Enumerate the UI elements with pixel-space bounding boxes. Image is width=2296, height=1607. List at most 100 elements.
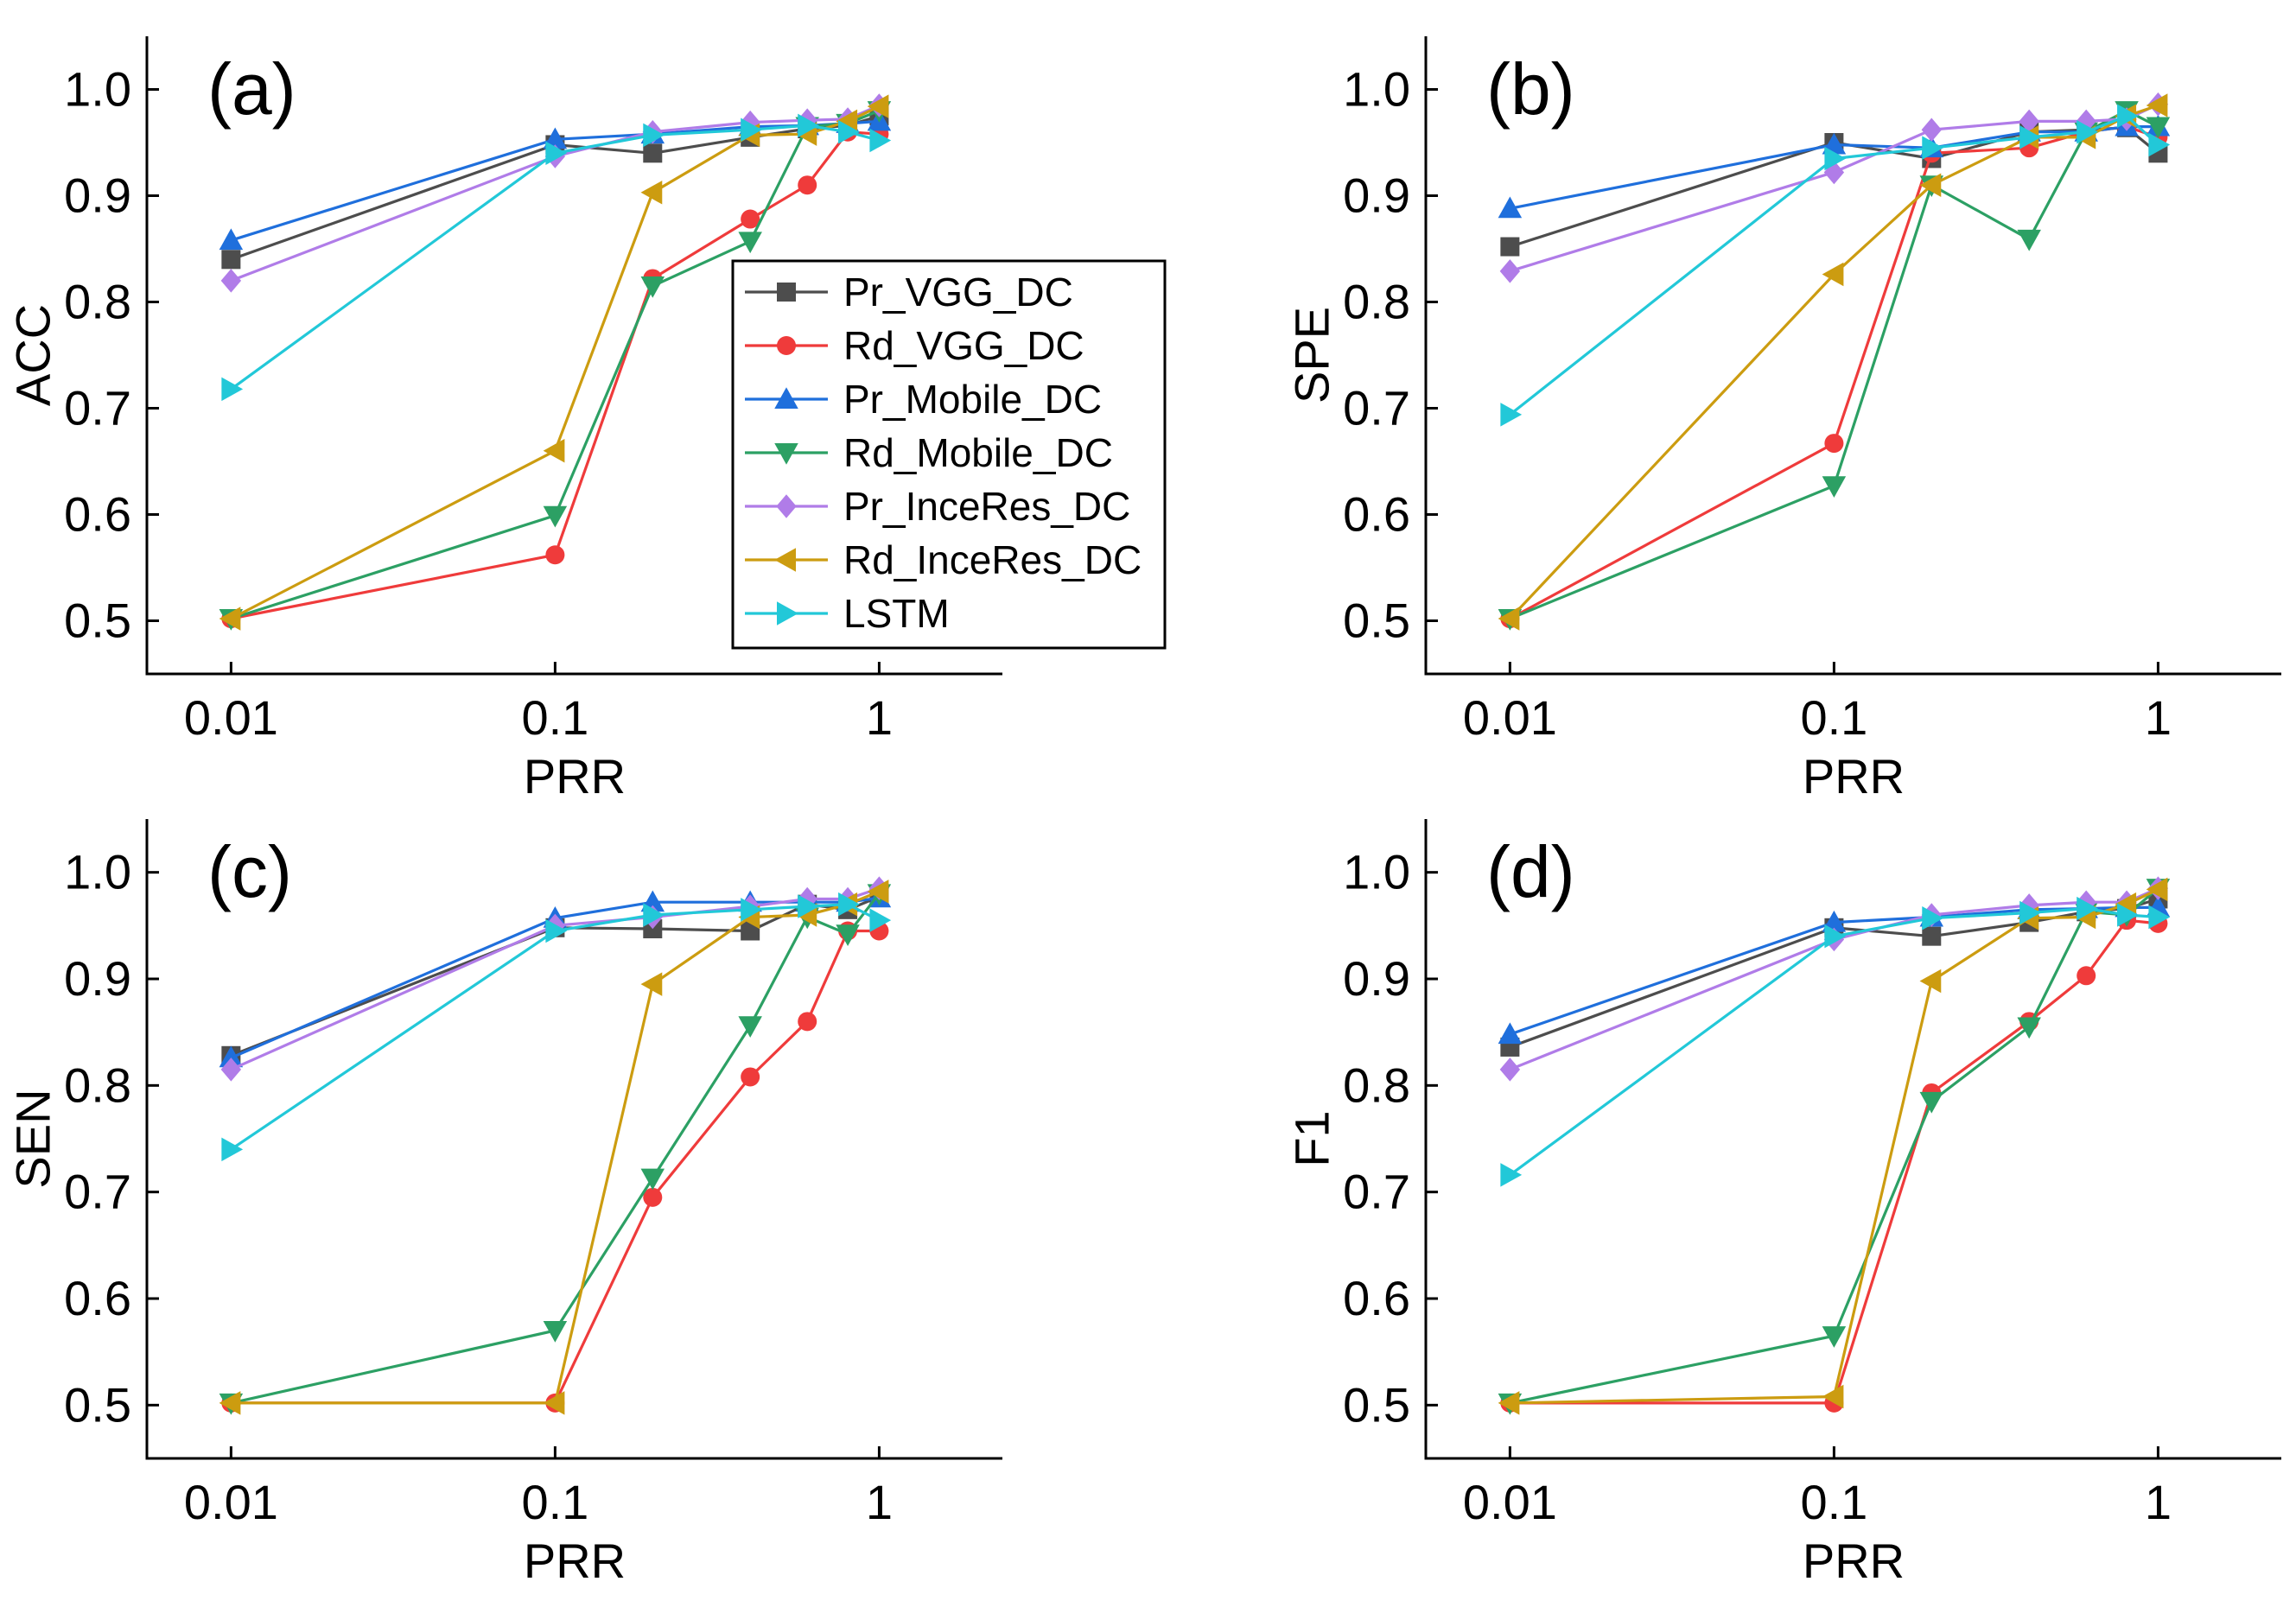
data-point-rd-inceres-dc	[219, 607, 241, 631]
data-point-lstm	[643, 903, 665, 927]
x-tick-label: 1	[866, 690, 893, 745]
legend-swatch-marker	[777, 601, 798, 626]
x-tick-label: 0.1	[1800, 690, 1867, 745]
legend-label: Pr_InceRes_DC	[843, 484, 1130, 529]
series-rd-mobile-dc	[1498, 879, 2171, 1415]
y-tick-label: 0.7	[64, 1165, 131, 1219]
x-tick-label: 0.01	[184, 690, 278, 745]
data-point-rd-mobile-dc	[2146, 117, 2171, 139]
legend-swatch-marker	[774, 548, 796, 572]
data-point-lstm	[798, 894, 819, 918]
data-point-lstm	[2077, 896, 2098, 921]
data-point-pr-mobile-dc	[1498, 1022, 1523, 1045]
y-axis-title: F1	[1285, 1110, 1339, 1166]
data-point-rd-vgg-dc	[798, 1012, 817, 1032]
legend-swatch-marker	[774, 387, 798, 409]
legend-swatch-marker	[774, 443, 798, 465]
panel-c: 0.5 0.6 0.7 0.8 0.9 1.0 0.01 0.1 1 PRR SEN (c)	[6, 819, 1002, 1588]
y-tick-label: 1.0	[64, 62, 131, 117]
data-point-rd-vgg-dc	[643, 1187, 663, 1207]
data-point-lstm	[2117, 104, 2139, 128]
data-point-rd-inceres-dc	[1822, 262, 1844, 287]
data-point-rd-inceres-dc	[836, 109, 858, 134]
data-point-rd-mobile-dc	[2017, 1017, 2041, 1039]
panel-label: (a)	[207, 48, 296, 130]
data-point-lstm	[1500, 1163, 1523, 1187]
y-tick-label: 0.8	[1343, 275, 1410, 329]
panel-b: 0.5 0.6 0.7 0.8 0.9 1.0 0.01 0.1 1 PRR SPE (b)	[1285, 36, 2281, 804]
data-point-rd-inceres-dc	[867, 94, 889, 118]
y-tick-label: 0.5	[1343, 594, 1410, 648]
y-tick-label: 1.0	[1343, 62, 1410, 117]
axis-lines	[145, 36, 1002, 676]
series-line-rd-inceres-dc	[1510, 887, 2159, 1405]
y-tick-label: 0.9	[64, 951, 131, 1006]
data-point-rd-inceres-dc	[867, 880, 889, 904]
data-point-pr-inceres-dc	[220, 1058, 242, 1082]
legend-label: Pr_VGG_DC	[843, 270, 1073, 314]
series-rd-vgg-dc	[1500, 117, 2168, 629]
data-point-rd-vgg-dc	[798, 175, 817, 195]
y-axis-title: ACC	[6, 304, 60, 406]
data-point-pr-inceres-dc	[2019, 109, 2039, 134]
data-point-rd-mobile-dc	[836, 924, 860, 946]
y-tick-label: 1.0	[1343, 845, 1410, 899]
data-point-rd-vgg-dc	[1824, 434, 1844, 454]
data-point-rd-inceres-dc	[219, 1391, 241, 1415]
data-point-rd-inceres-dc	[1498, 1391, 1520, 1415]
data-point-lstm	[2148, 905, 2171, 930]
y-tick-label: 0.6	[1343, 487, 1410, 542]
data-point-pr-vgg-dc	[1500, 237, 1520, 257]
series-pr-inceres-dc	[1499, 876, 2169, 1082]
data-point-lstm	[643, 123, 665, 148]
y-tick-label: 1.0	[64, 845, 131, 899]
data-point-lstm	[2019, 125, 2041, 149]
data-point-rd-mobile-dc	[738, 232, 762, 254]
axis-lines	[1424, 819, 2281, 1460]
data-point-pr-vgg-dc	[1922, 926, 1942, 946]
series-lstm	[1500, 896, 2171, 1187]
data-point-lstm	[2077, 119, 2098, 144]
x-axis-title: PRR	[524, 1534, 626, 1588]
legend-swatch-marker	[776, 494, 797, 518]
data-point-pr-vgg-dc	[643, 143, 663, 163]
y-tick-label: 0.7	[1343, 1165, 1410, 1219]
x-axis-title: PRR	[1803, 749, 1905, 804]
legend-label: Rd_InceRes_DC	[843, 537, 1142, 582]
data-point-pr-inceres-dc	[220, 269, 242, 293]
data-point-rd-mobile-dc	[738, 1016, 762, 1039]
legend-swatch-marker	[777, 336, 796, 355]
data-point-rd-inceres-dc	[640, 181, 663, 205]
y-tick-label: 0.9	[1343, 168, 1410, 223]
legend-entry-pr-inceres-dc: Pr_InceRes_DC	[745, 484, 1130, 529]
legend-entry-rd-inceres-dc: Rd_InceRes_DC	[745, 537, 1142, 582]
data-point-rd-mobile-dc	[543, 505, 568, 528]
data-point-rd-mobile-dc	[1822, 476, 1847, 499]
data-point-pr-inceres-dc	[1499, 259, 1521, 283]
x-tick-label: 1	[2145, 1475, 2172, 1529]
data-point-rd-mobile-dc	[2017, 229, 2041, 251]
data-point-lstm	[545, 918, 568, 943]
data-point-lstm	[2117, 903, 2139, 927]
x-tick-label: 0.01	[1463, 1475, 1557, 1529]
legend-label: Pr_Mobile_DC	[843, 377, 1102, 422]
data-point-pr-mobile-dc	[219, 228, 244, 251]
data-point-rd-inceres-dc	[1498, 607, 1520, 631]
legend-entry-pr-vgg-dc: Pr_VGG_DC	[745, 270, 1073, 314]
data-point-lstm	[838, 119, 860, 144]
data-point-rd-mobile-dc	[640, 1168, 665, 1191]
data-point-lstm	[1824, 924, 1847, 949]
legend-entry-rd-vgg-dc: Rd_VGG_DC	[745, 323, 1084, 368]
legend-entry-pr-mobile-dc: Pr_Mobile_DC	[745, 377, 1102, 422]
x-tick-label: 0.1	[521, 690, 588, 745]
y-tick-label: 0.7	[1343, 381, 1410, 435]
legend-entry-rd-mobile-dc: Rd_Mobile_DC	[745, 430, 1113, 475]
data-point-lstm	[545, 141, 568, 166]
data-point-lstm	[2148, 132, 2171, 157]
panel-label: (c)	[207, 831, 292, 912]
data-point-pr-vgg-dc	[221, 250, 241, 270]
legend-label: LSTM	[843, 591, 950, 636]
series-lstm	[1500, 104, 2171, 427]
panel-label: (d)	[1486, 831, 1575, 912]
